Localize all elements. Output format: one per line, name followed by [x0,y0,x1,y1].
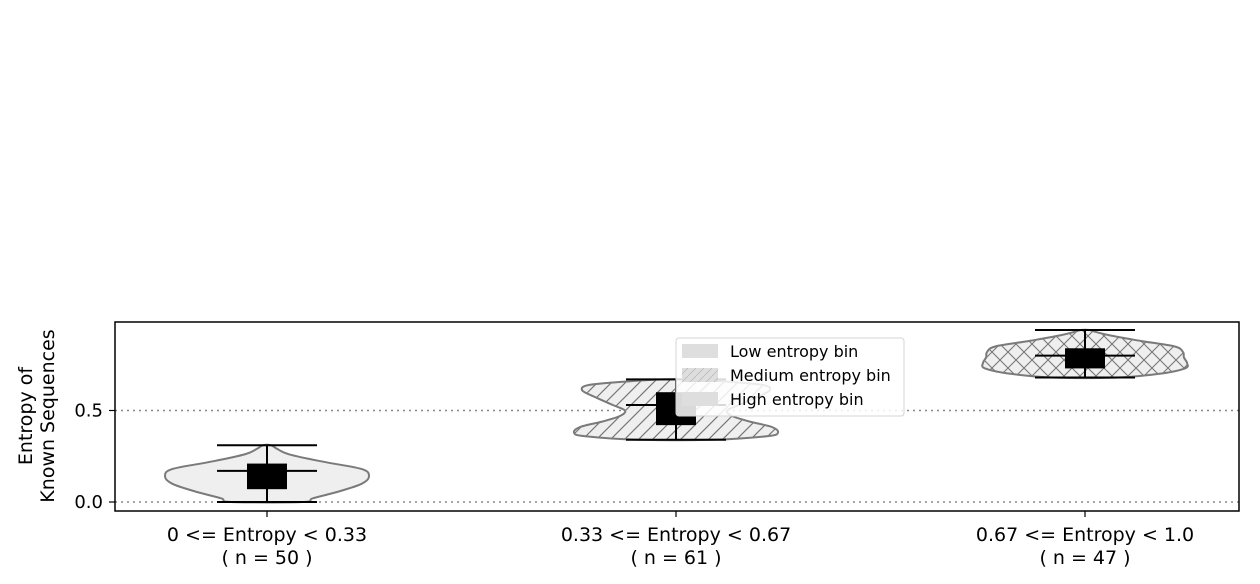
x-axis: 0 <= Entropy < 0.33( n = 50 ) 0.33 <= Ent… [167,511,1194,569]
x-tick-label-0: 0 <= Entropy < 0.33 [167,524,367,546]
y-axis-label-line-1: Entropy of [15,366,37,465]
legend-label-medium: Medium entropy bin [730,366,891,385]
legend-label-high: High entropy bin [730,390,864,409]
y-tick-label-1: 0.5 [74,401,103,422]
iqr-box-0 [247,463,287,490]
x-tick-sublabel-1: ( n = 61 ) [630,547,721,569]
y-axis-label-line-2: Known Sequences [37,329,59,502]
legend-swatch-high [682,392,718,406]
legend-swatch-low [682,344,718,358]
legend-frame [675,337,905,417]
y-axis: 0.0 0.5 [74,401,115,513]
plot-frame [114,321,1240,512]
legend: Low entropy bin Medium entropy bin High … [675,337,905,417]
y-tick-label-0: 0.0 [74,492,103,513]
legend-swatch-medium-hatch [682,368,718,382]
x-tick-sublabel-2: ( n = 47 ) [1039,547,1130,569]
legend-label-low: Low entropy bin [730,342,858,361]
iqr-box-2 [1065,348,1105,369]
x-tick-label-2: 0.67 <= Entropy < 1.0 [976,524,1194,546]
x-tick-label-1: 0.33 <= Entropy < 0.67 [561,524,791,546]
x-tick-sublabel-0: ( n = 50 ) [221,547,312,569]
